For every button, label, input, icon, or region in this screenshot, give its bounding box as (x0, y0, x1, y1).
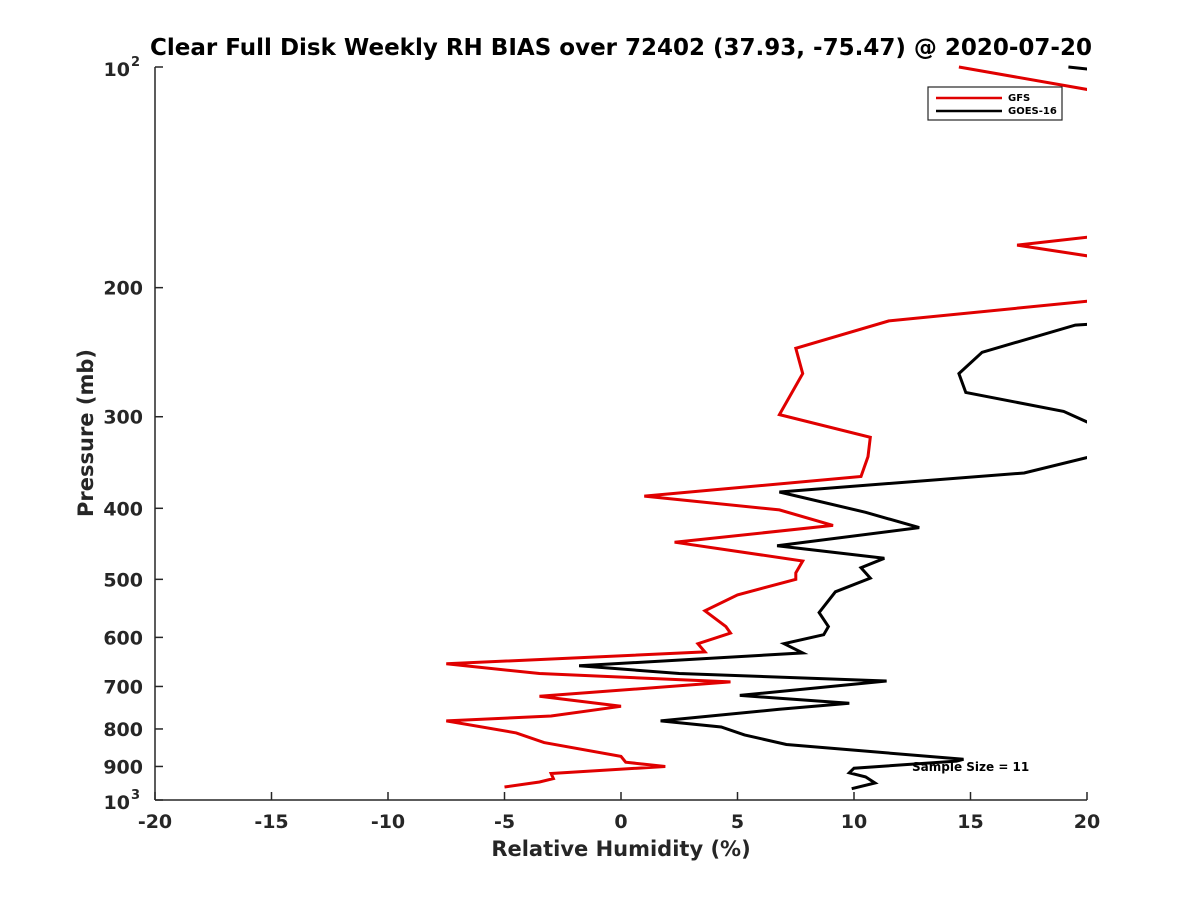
series-line-goes16 (578, 65, 1087, 791)
x-axis-title: Relative Humidity (%) (491, 837, 750, 861)
x-tick-label: -5 (494, 811, 515, 833)
x-tick-label: -10 (371, 811, 405, 833)
sample-size-annotation: Sample Size = 11 (912, 760, 1029, 774)
x-tick-label: 15 (957, 811, 983, 833)
y-tick-label: 200 (103, 278, 143, 300)
legend: GFS GOES-16 (927, 86, 1063, 121)
y-axis-title: Pressure (mb) (74, 349, 98, 517)
legend-label-goes16: GOES-16 (1008, 106, 1057, 117)
y-bottom-label: 10 3 (104, 788, 141, 814)
y-top-label-base: 10 (104, 59, 130, 81)
x-tick-label: 10 (841, 811, 867, 833)
x-tick-label: 5 (731, 811, 744, 833)
y-bottom-label-exp: 3 (131, 788, 140, 803)
y-tick-label: 400 (103, 498, 143, 520)
y-ticks: 200 300 400 500 600 700 800 900 (103, 66, 163, 801)
y-bottom-label-base: 10 (104, 792, 130, 814)
x-tick-label: -15 (254, 811, 288, 833)
y-tick-label: 900 (103, 756, 143, 778)
legend-box (927, 86, 1063, 121)
y-top-label-exp: 2 (131, 55, 140, 70)
x-ticks: -20 -15 -10 -5 0 5 10 15 20 (138, 792, 1100, 833)
legend-label-gfs: GFS (1008, 93, 1030, 104)
y-top-label: 10 2 (104, 55, 141, 81)
y-tick-label: 800 (103, 719, 143, 741)
series-layer (446, 65, 1087, 791)
y-tick-label: 600 (103, 627, 143, 649)
series-line-gfs (446, 65, 1087, 789)
x-tick-label: 0 (614, 811, 627, 833)
x-tick-label: -20 (138, 811, 172, 833)
y-tick-label: 300 (103, 407, 143, 429)
y-tick-label: 500 (103, 569, 143, 591)
x-tick-label: 20 (1074, 811, 1100, 833)
y-tick-label: 700 (103, 676, 143, 698)
chart-title: Clear Full Disk Weekly RH BIAS over 7240… (150, 35, 1092, 61)
